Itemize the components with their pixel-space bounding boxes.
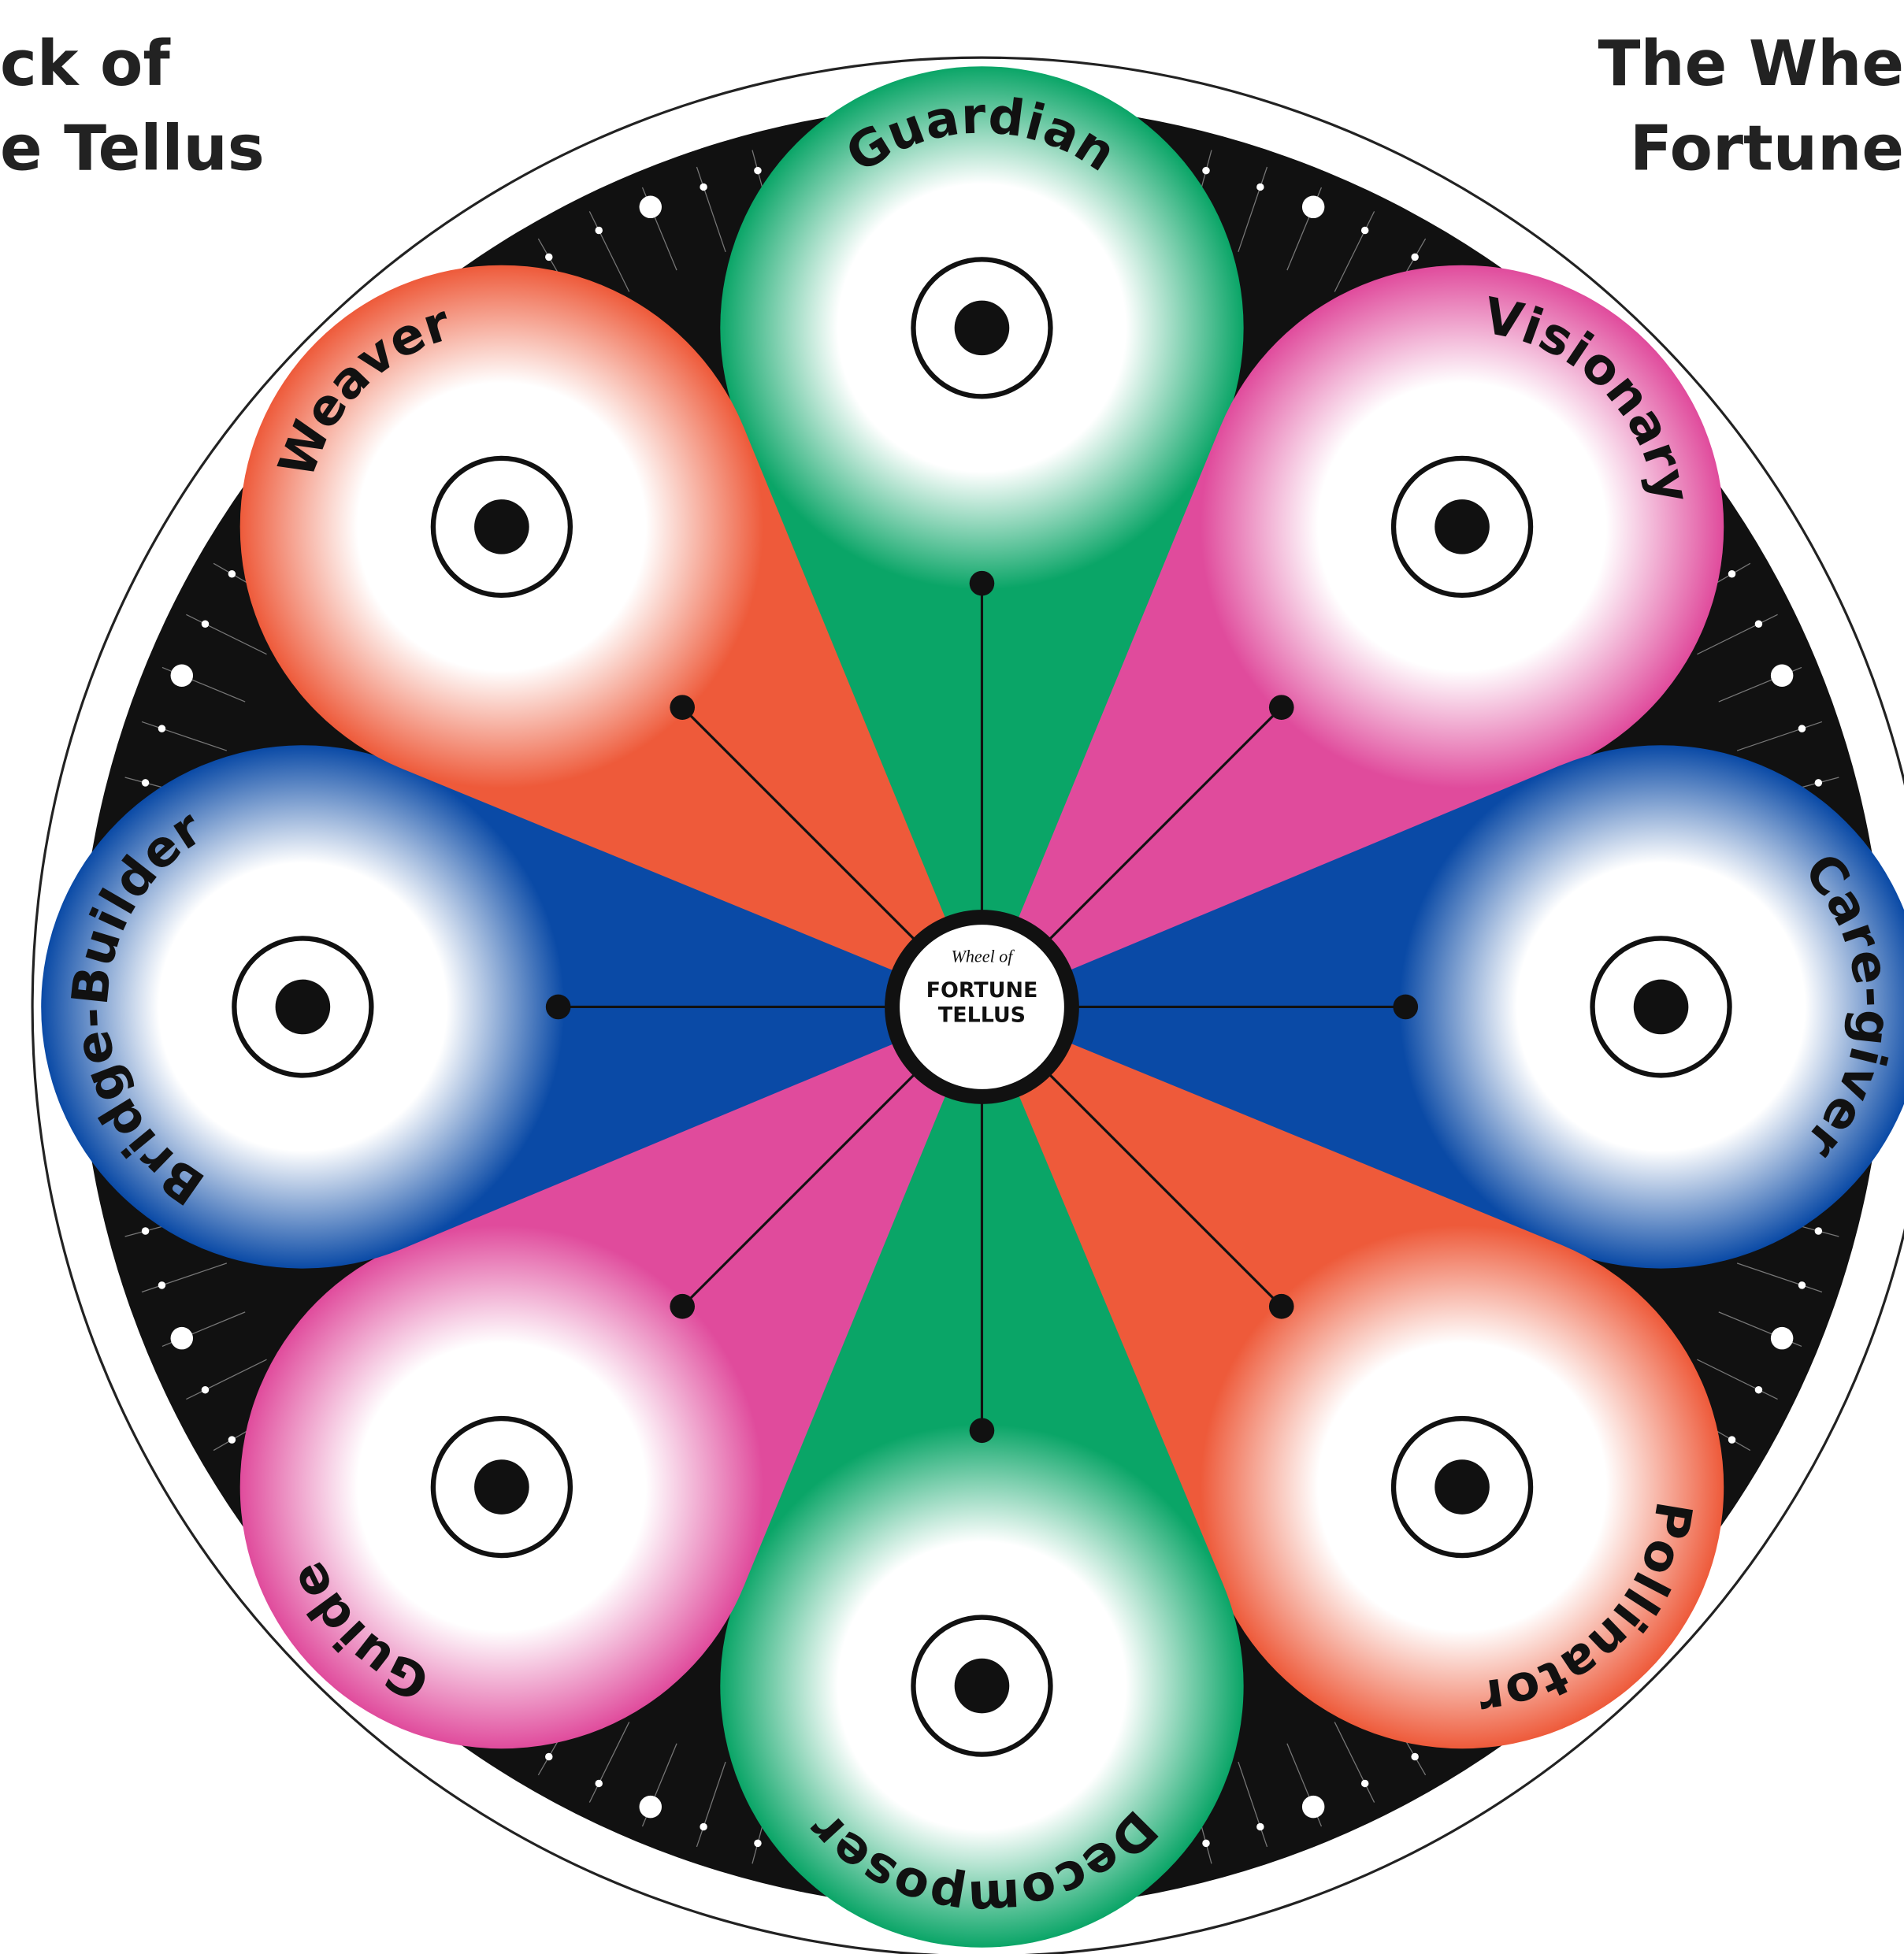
icon xyxy=(474,1459,529,1515)
icon xyxy=(1434,1459,1490,1515)
connector-dot xyxy=(1269,695,1294,720)
dot xyxy=(158,725,165,732)
dot xyxy=(1755,1386,1762,1393)
dot xyxy=(545,254,552,261)
dot xyxy=(545,1753,552,1760)
dot xyxy=(1256,184,1264,191)
dot xyxy=(1728,1436,1735,1443)
right-title: The Whe xyxy=(1598,28,1904,100)
dot xyxy=(1411,1753,1418,1760)
dot xyxy=(754,167,761,174)
hub-small: Wheel of xyxy=(951,947,1015,966)
icon xyxy=(1434,499,1490,554)
dot xyxy=(1202,1840,1209,1847)
dot xyxy=(1361,1780,1368,1787)
dot xyxy=(640,196,662,218)
hub: Wheel of FORTUNE TELLUS xyxy=(893,918,1072,1097)
icon xyxy=(474,499,529,554)
icon xyxy=(1634,980,1689,1035)
icon xyxy=(955,301,1010,356)
dot xyxy=(171,1327,193,1349)
connector-dot xyxy=(546,995,571,1020)
dot xyxy=(1771,1327,1793,1349)
dot xyxy=(228,1436,236,1443)
wheel-page: ck of e Tellus The Whe Fortune GuardianV… xyxy=(0,0,1904,1954)
left-title: e Tellus xyxy=(0,112,265,184)
hub-line: FORTUNE xyxy=(926,978,1038,1003)
dot xyxy=(640,1796,662,1818)
dot xyxy=(1256,1823,1264,1830)
dot xyxy=(1361,227,1368,234)
dot xyxy=(158,1281,165,1288)
connector-dot xyxy=(670,1294,695,1319)
dot xyxy=(1798,725,1806,732)
dot xyxy=(1815,1227,1822,1234)
dot xyxy=(228,570,236,577)
dot xyxy=(202,620,209,627)
connector-dot xyxy=(970,1418,995,1443)
connector-dot xyxy=(1393,995,1418,1020)
dot xyxy=(595,227,602,234)
left-title: ck of xyxy=(0,28,171,100)
dot xyxy=(754,1840,761,1847)
connector-dot xyxy=(1269,1294,1294,1319)
hub-line: TELLUS xyxy=(938,1003,1026,1027)
dot xyxy=(700,1823,707,1830)
dot xyxy=(1771,665,1793,687)
dot xyxy=(1411,254,1418,261)
dot xyxy=(1728,570,1735,577)
dot xyxy=(142,779,149,786)
dot xyxy=(1755,620,1762,627)
dot xyxy=(700,184,707,191)
dot xyxy=(1302,1796,1324,1818)
dot xyxy=(595,1780,602,1787)
dot xyxy=(1202,167,1209,174)
dot xyxy=(142,1227,149,1234)
dot xyxy=(1302,196,1324,218)
connector-dot xyxy=(670,695,695,720)
icon xyxy=(276,980,331,1035)
dot xyxy=(202,1386,209,1393)
icon xyxy=(955,1659,1010,1714)
dot xyxy=(1815,779,1822,786)
connector-dot xyxy=(970,571,995,596)
dot xyxy=(171,665,193,687)
right-title: Fortune xyxy=(1630,112,1904,184)
dot xyxy=(1798,1281,1806,1288)
